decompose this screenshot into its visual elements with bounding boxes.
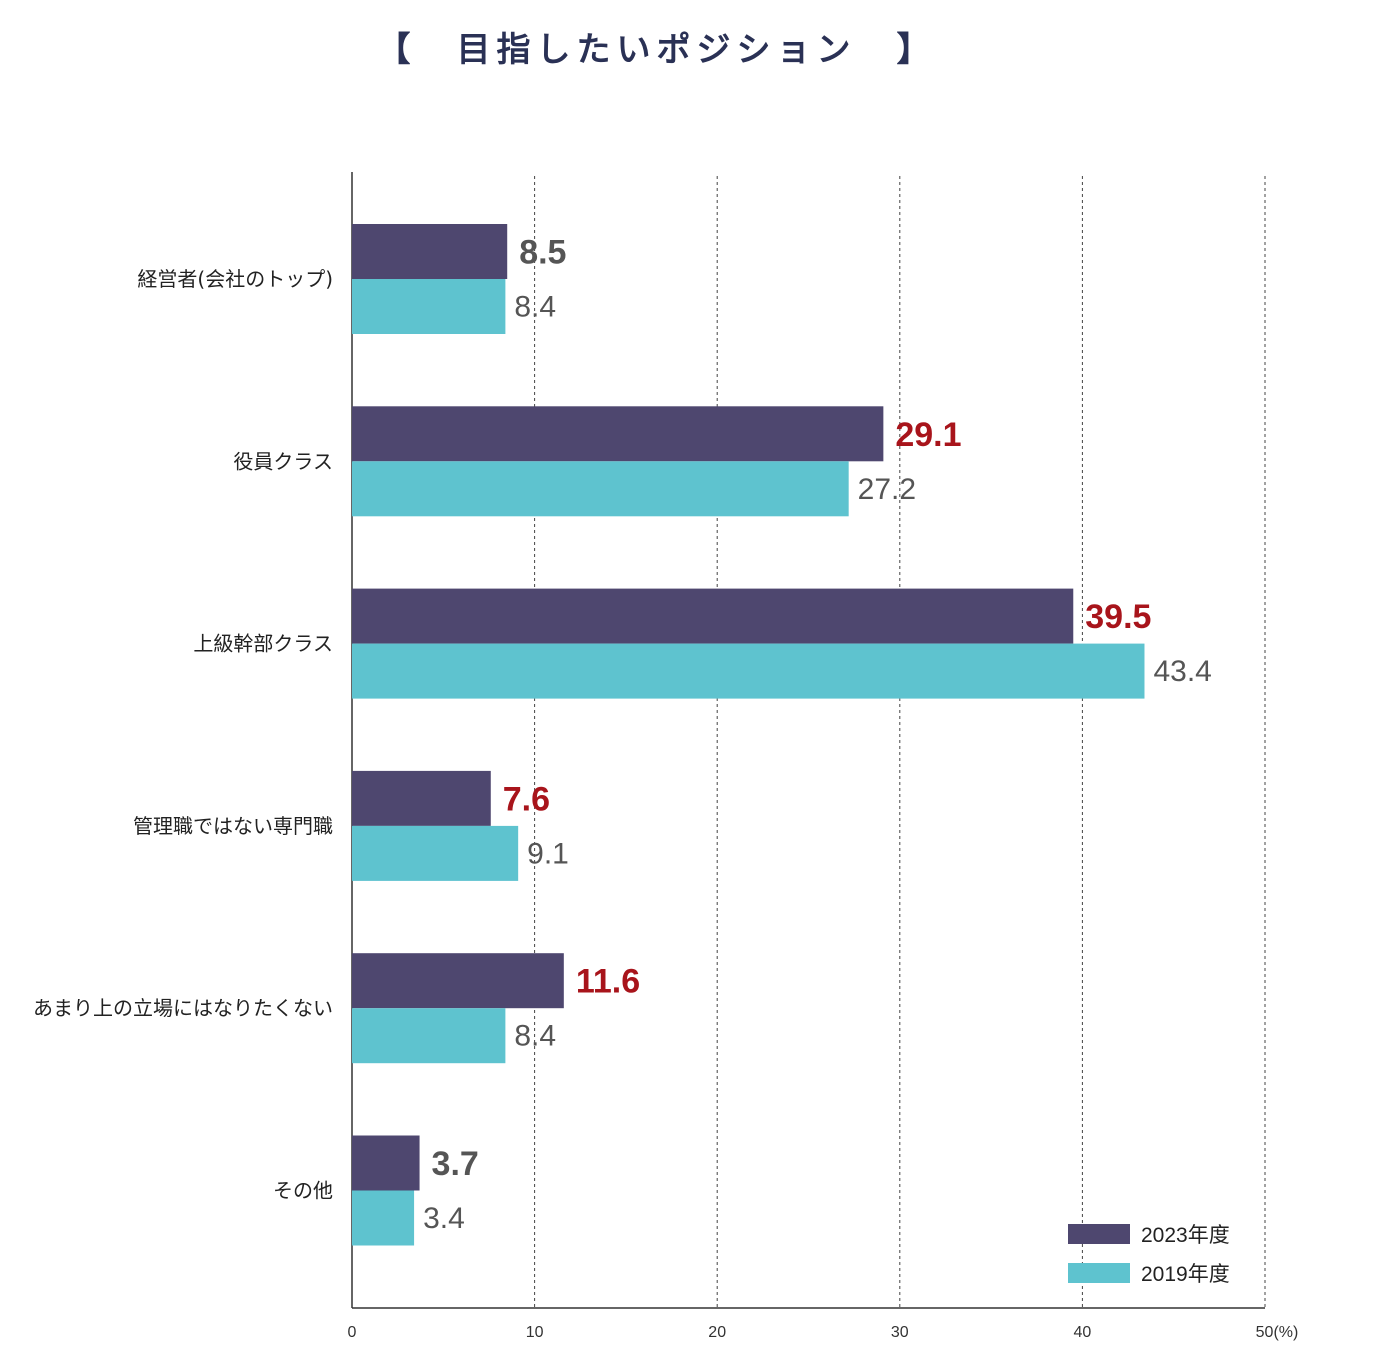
category-label-1: 役員クラス: [233, 449, 333, 473]
value-label-2023-5: 3.7: [432, 1145, 479, 1183]
x-tick-label-4: 40: [1074, 1324, 1092, 1341]
bar-2019-1: [352, 461, 849, 517]
x-tick-label-2: 20: [708, 1324, 726, 1341]
x-tick-label-3: 30: [891, 1324, 909, 1341]
bar-2019-5: [352, 1190, 415, 1246]
bar-2023-1: [352, 406, 884, 462]
category-label-3: 管理職ではない専門職: [133, 814, 333, 838]
x-tick-label-0: 0: [348, 1324, 357, 1341]
bar-2019-3: [352, 825, 519, 881]
value-label-2023-2: 39.5: [1085, 598, 1151, 636]
value-label-2019-2: 43.4: [1153, 655, 1211, 688]
legend: 2023年度 2019年度: [1068, 1224, 1230, 1286]
labels: 0 10 20 30 40 50(%) 経営者(会社のトップ) 8.5 8.4 役員クラス 29.1…: [33, 234, 1298, 1342]
category-label-4: あまり上の立場にはなりたくない: [33, 996, 333, 1020]
category-label-2: 上級幹部クラス: [193, 632, 333, 656]
bar-2019-2: [352, 643, 1145, 699]
legend-label-0: 2023年度: [1141, 1224, 1230, 1247]
legend-label-1: 2019年度: [1141, 1263, 1230, 1286]
bar-2023-3: [352, 770, 491, 826]
value-label-2019-3: 9.1: [527, 837, 569, 870]
category-label-0: 経営者(会社のトップ): [137, 267, 333, 291]
bar-2023-4: [352, 953, 564, 1009]
legend-swatch-0: [1068, 1224, 1130, 1244]
value-label-2023-3: 7.6: [503, 780, 550, 818]
legend-swatch-1: [1068, 1263, 1130, 1283]
value-label-2023-0: 8.5: [519, 234, 566, 272]
x-tick-label-1: 10: [526, 1324, 544, 1341]
grid-lines: [351, 172, 1266, 1309]
bar-2019-0: [352, 279, 506, 334]
value-label-2023-4: 11.6: [576, 963, 640, 1001]
bar-2023-2: [352, 588, 1074, 644]
x-tick-label-5: 50(%): [1256, 1324, 1299, 1341]
value-label-2019-4: 8.4: [514, 1020, 556, 1053]
category-label-5: その他: [273, 1179, 333, 1203]
bar-2023-0: [352, 224, 508, 279]
value-label-2023-1: 29.1: [895, 416, 961, 454]
bar-2019-4: [352, 1008, 506, 1064]
chart-title: 【 目指したいポジション 】: [376, 30, 937, 70]
bars: [352, 224, 1145, 1246]
value-label-2019-0: 8.4: [514, 291, 556, 324]
value-label-2019-5: 3.4: [423, 1202, 465, 1235]
value-label-2019-1: 27.2: [858, 473, 916, 506]
bar-2023-5: [352, 1135, 420, 1191]
